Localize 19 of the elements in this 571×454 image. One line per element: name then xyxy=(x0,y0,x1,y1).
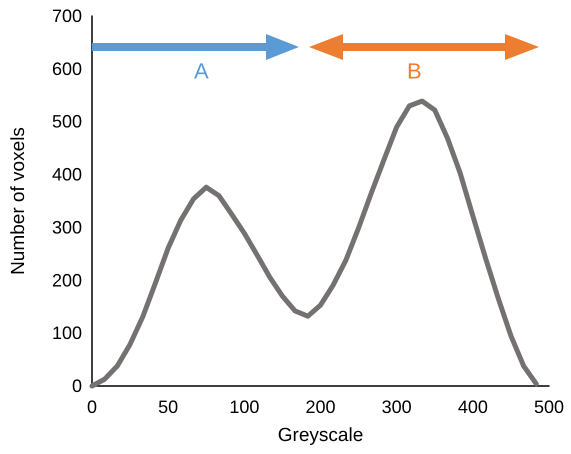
y-tick-label: 700 xyxy=(52,6,82,26)
x-tick-label: 500 xyxy=(534,397,564,417)
x-axis-title: Greyscale xyxy=(278,425,364,446)
x-tick-label: 300 xyxy=(382,397,412,417)
y-tick-label: 600 xyxy=(52,58,82,79)
annotation: B xyxy=(407,58,422,84)
y-tick-label: 500 xyxy=(52,112,82,132)
x-tick-label: 100 xyxy=(229,397,260,417)
y-tick-label: 400 xyxy=(52,164,82,185)
x-tick-label: 400 xyxy=(458,397,488,417)
y-axis-title: Number of voxels xyxy=(8,127,29,275)
x-tick-label: 200 xyxy=(305,397,336,417)
y-tick-label: 0 xyxy=(72,376,82,396)
y-tick-label: 300 xyxy=(52,217,82,238)
y-tick-label: 100 xyxy=(52,323,82,344)
x-tick-label: 50 xyxy=(158,397,178,417)
annotation: A xyxy=(194,58,209,84)
y-tick-label: 200 xyxy=(52,270,82,290)
x-tick-label: 0 xyxy=(86,397,98,417)
